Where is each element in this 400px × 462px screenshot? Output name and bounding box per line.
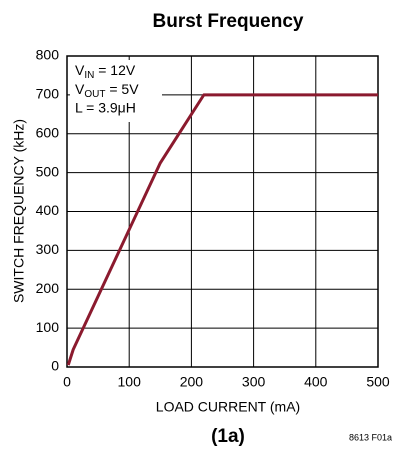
x-tick-label: 200	[180, 374, 204, 390]
y-axis-label: SWITCH FREQUENCY (kHz)	[11, 119, 27, 303]
y-tick-label: 500	[36, 163, 60, 179]
annotation: VOUT = 5V	[75, 81, 139, 100]
annotation: VIN = 12V	[75, 62, 136, 81]
plot-area: 0 100 200 300 400 500 600 700 800 0 100 200 300 400 50…	[36, 47, 390, 390]
caption: (1a)	[211, 426, 245, 447]
y-tick-label: 800	[36, 47, 60, 63]
chart-title: Burst Frequency	[153, 11, 304, 32]
annotation-box	[70, 60, 162, 122]
figure-code: 8613 F01a	[349, 432, 392, 442]
y-tick-label: 400	[36, 202, 60, 218]
x-tick-label: 400	[304, 374, 328, 390]
y-tick-label: 300	[36, 241, 60, 257]
x-tick-label: 0	[63, 374, 71, 390]
x-axis-label: LOAD CURRENT (mA)	[156, 399, 300, 415]
y-tick-label: 100	[36, 319, 60, 335]
y-tick-label: 200	[36, 280, 60, 296]
y-tick-label: 0	[51, 358, 59, 374]
y-tick-label: 600	[36, 124, 60, 140]
annotation: L = 3.9μH	[75, 100, 136, 116]
x-tick-label: 300	[242, 374, 266, 390]
x-tick-label: 500	[366, 374, 390, 390]
y-tick-label: 700	[36, 86, 60, 102]
x-tick-label: 100	[118, 374, 142, 390]
data-line	[66, 93, 378, 366]
